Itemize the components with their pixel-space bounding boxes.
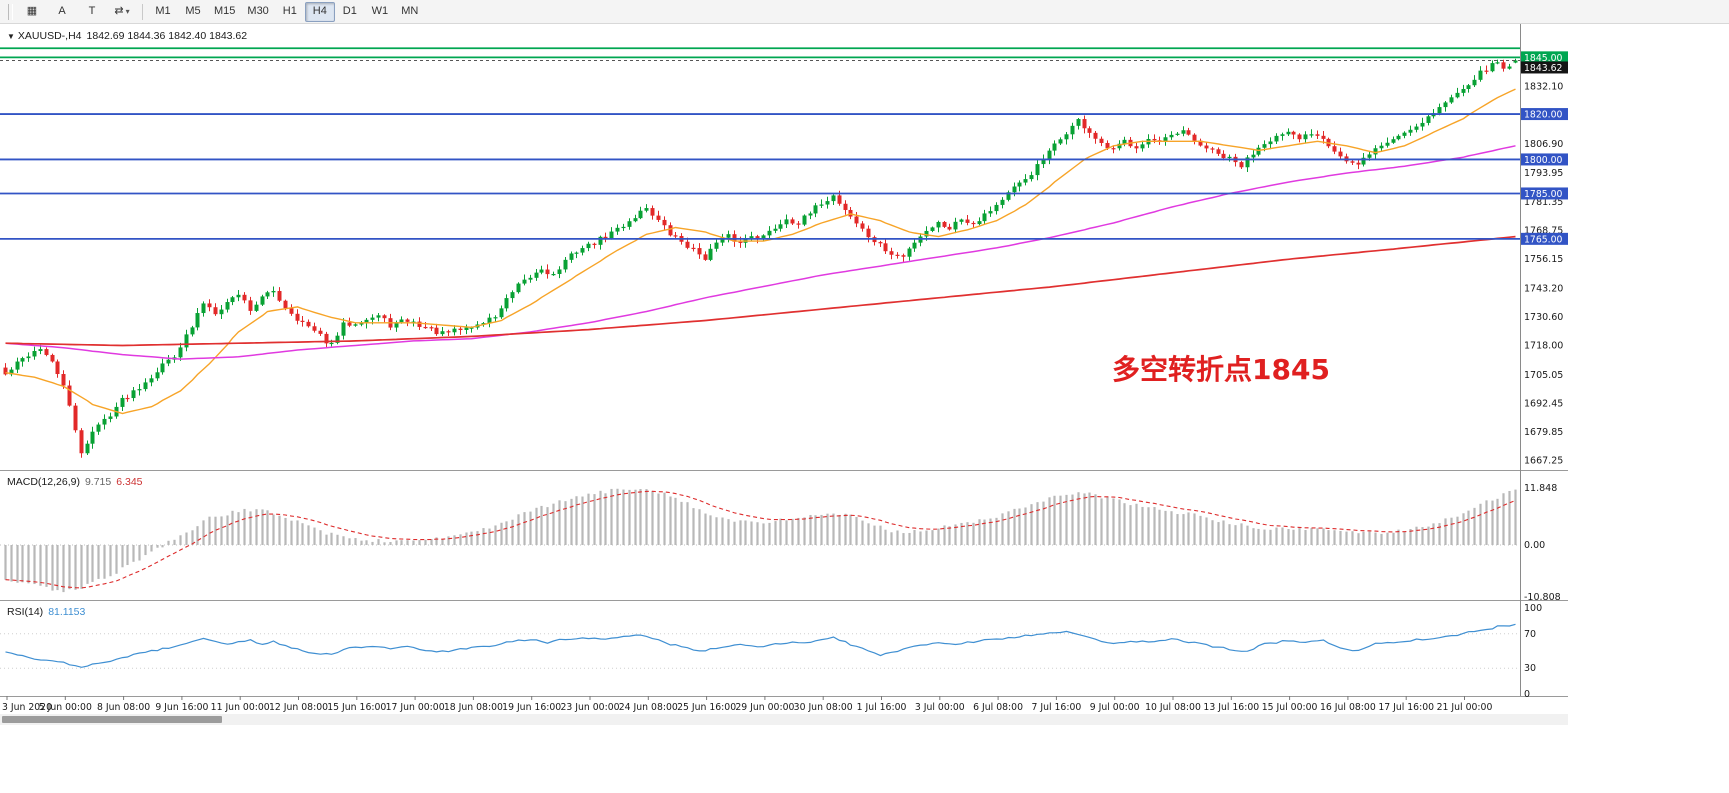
macd-signal-value: 6.345 (116, 476, 143, 488)
ohlc-readout: 1842.69 1844.36 1842.40 1843.62 (86, 30, 248, 42)
toolbar-tools: ▦ A T ⇄ ▾ (17, 2, 137, 22)
timeframe-button-h1[interactable]: H1 (282, 4, 297, 17)
rsi-line (5, 623, 1516, 668)
svg-text:1832.10: 1832.10 (1524, 82, 1563, 93)
svg-text:1730.60: 1730.60 (1524, 312, 1563, 323)
timeframe-button-m5[interactable]: M5 (185, 4, 201, 17)
svg-text:3 Jun 2020: 3 Jun 2020 (2, 702, 52, 713)
svg-text:1800.00: 1800.00 (1524, 155, 1563, 166)
svg-text:1785.00: 1785.00 (1524, 189, 1563, 200)
dropdown-caret-icon: ▾ (125, 6, 130, 16)
svg-text:13 Jul 16:00: 13 Jul 16:00 (1203, 702, 1259, 713)
rsi-indicator-label: RSI(14) 81.1153 (7, 606, 85, 618)
svg-text:17 Jun 00:00: 17 Jun 00:00 (386, 702, 445, 713)
svg-text:1765.00: 1765.00 (1524, 234, 1563, 245)
macd-pane[interactable]: 11.848 0.00 -10.808 (0, 483, 1561, 603)
text-tool-button[interactable]: T (88, 4, 96, 17)
svg-text:100: 100 (1524, 603, 1542, 614)
svg-text:1806.90: 1806.90 (1524, 139, 1563, 150)
toolbar-separator (142, 3, 143, 20)
macd-name: MACD(12,26,9) (7, 476, 80, 488)
timeframe-buttons: M1 M5 M15 M30 H1 H4 D1 W1 MN (148, 1, 425, 22)
quick-trade-dropdown-icon[interactable]: ▼ (7, 32, 15, 41)
svg-text:1845.00: 1845.00 (1524, 53, 1563, 64)
svg-text:1718.00: 1718.00 (1524, 340, 1563, 351)
svg-text:1843.62: 1843.62 (1524, 63, 1562, 74)
svg-text:16 Jul 08:00: 16 Jul 08:00 (1320, 702, 1376, 713)
timeframe-button-m30[interactable]: M30 (247, 4, 269, 17)
timeframe-button-h4[interactable]: H4 (304, 1, 335, 22)
svg-text:23 Jun 00:00: 23 Jun 00:00 (560, 702, 619, 713)
svg-text:11 Jun 00:00: 11 Jun 00:00 (211, 702, 270, 713)
chart-title: ▼ XAUUSD-,H4 1842.69 1844.36 1842.40 1843.… (7, 30, 247, 42)
candles[interactable] (3, 58, 1518, 458)
timeframe-button-w1[interactable]: W1 (371, 4, 389, 17)
rsi-name: RSI(14) (7, 606, 44, 618)
toolbar-grip[interactable] (8, 3, 13, 20)
ma-mid[interactable] (5, 145, 1516, 360)
rsi-pane[interactable]: 100 70 30 0 (0, 603, 1542, 700)
pane-separators[interactable] (0, 470, 1568, 697)
timeframe-button-d1[interactable]: D1 (342, 4, 357, 17)
svg-text:1743.20: 1743.20 (1524, 283, 1563, 294)
svg-text:25 Jun 16:00: 25 Jun 16:00 (677, 702, 736, 713)
symbol-period-label: XAUUSD-,H4 (17, 30, 82, 42)
h-scrollbar-thumb[interactable] (2, 716, 222, 723)
cycle-symbols-button[interactable]: ⇄ ▾ (114, 4, 130, 17)
svg-text:11.848: 11.848 (1524, 483, 1557, 494)
svg-text:5 Jun 00:00: 5 Jun 00:00 (39, 702, 92, 713)
svg-text:1768.75: 1768.75 (1524, 225, 1563, 236)
rsi-value: 81.1153 (48, 606, 86, 618)
svg-text:1756.15: 1756.15 (1524, 254, 1563, 265)
svg-text:1793.95: 1793.95 (1524, 168, 1563, 179)
timeframe-button-mn[interactable]: MN (401, 4, 419, 17)
horizontal-levels[interactable] (0, 47, 1520, 240)
svg-text:30 Jun 08:00: 30 Jun 08:00 (794, 702, 853, 713)
macd-signal-line (5, 490, 1516, 589)
svg-text:19 Jun 16:00: 19 Jun 16:00 (502, 702, 561, 713)
svg-text:8 Jun 08:00: 8 Jun 08:00 (97, 702, 150, 713)
svg-text:15 Jun 16:00: 15 Jun 16:00 (327, 702, 386, 713)
svg-text:9 Jun 16:00: 9 Jun 16:00 (155, 702, 208, 713)
toolbar: ▦ A T ⇄ ▾ M1 M5 M15 M30 H1 H4 D1 W1 MN (0, 0, 1729, 24)
svg-text:1692.45: 1692.45 (1524, 398, 1563, 409)
macd-value: 9.715 (84, 476, 112, 488)
svg-text:10 Jul 08:00: 10 Jul 08:00 (1145, 702, 1201, 713)
svg-text:30: 30 (1524, 663, 1536, 674)
svg-text:1 Jul 16:00: 1 Jul 16:00 (857, 702, 907, 713)
price-annotation: 多空转折点1845 (1112, 353, 1330, 386)
svg-text:9 Jul 00:00: 9 Jul 00:00 (1090, 702, 1140, 713)
svg-text:3 Jul 00:00: 3 Jul 00:00 (915, 702, 965, 713)
ma-fast[interactable] (5, 88, 1516, 415)
price-chart-canvas[interactable]: 1832.10 1806.90 1793.95 1781.35 1768.75 1756.… (0, 24, 1729, 793)
svg-text:1679.85: 1679.85 (1524, 427, 1563, 438)
svg-text:17 Jul 16:00: 17 Jul 16:00 (1378, 702, 1434, 713)
svg-text:21 Jul 00:00: 21 Jul 00:00 (1437, 702, 1493, 713)
chart-windows-icon[interactable]: ▦ (26, 4, 38, 17)
macd-indicator-label: MACD(12,26,9) 9.715 6.345 (7, 476, 143, 488)
svg-text:12 Jun 08:00: 12 Jun 08:00 (269, 702, 328, 713)
svg-text:1781.35: 1781.35 (1524, 197, 1563, 208)
svg-text:24 Jun 08:00: 24 Jun 08:00 (619, 702, 678, 713)
annotation-a-button[interactable]: A (58, 4, 66, 17)
svg-text:18 Jun 08:00: 18 Jun 08:00 (444, 702, 503, 713)
price-axis[interactable]: 1832.10 1806.90 1793.95 1781.35 1768.75 1756.… (1521, 51, 1568, 467)
svg-text:15 Jul 00:00: 15 Jul 00:00 (1262, 702, 1318, 713)
timeframe-button-m1[interactable]: M1 (155, 4, 171, 17)
svg-text:1667.25: 1667.25 (1524, 456, 1563, 467)
svg-text:0.00: 0.00 (1524, 540, 1545, 551)
svg-text:1705.05: 1705.05 (1524, 370, 1563, 381)
timeframe-button-m15[interactable]: M15 (214, 4, 236, 17)
ma-slow[interactable] (5, 235, 1516, 347)
svg-text:29 Jun 00:00: 29 Jun 00:00 (735, 702, 794, 713)
svg-text:1820.00: 1820.00 (1524, 110, 1563, 121)
svg-text:70: 70 (1524, 629, 1536, 640)
h-scrollbar-track[interactable] (0, 714, 1568, 725)
svg-text:7 Jul 16:00: 7 Jul 16:00 (1031, 702, 1081, 713)
svg-text:-10.808: -10.808 (1524, 592, 1561, 603)
svg-text:0: 0 (1524, 689, 1530, 700)
svg-text:6 Jul 08:00: 6 Jul 08:00 (973, 702, 1023, 713)
